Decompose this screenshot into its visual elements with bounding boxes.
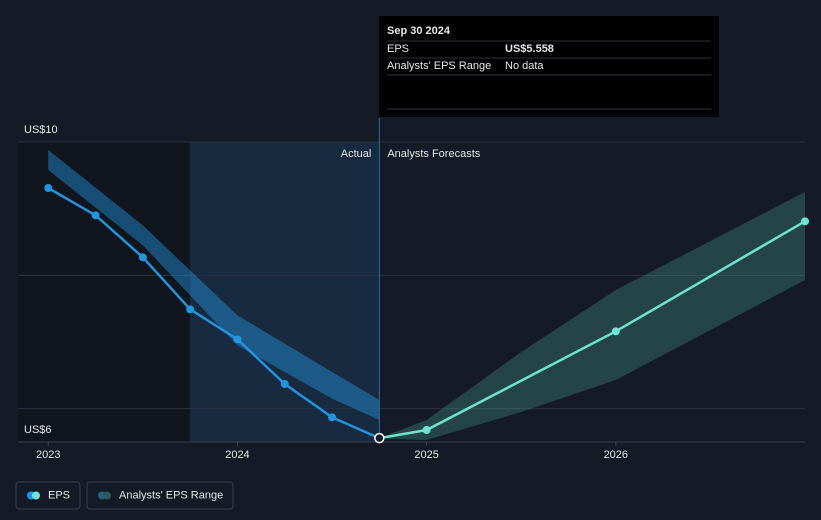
eps-point [328, 413, 337, 422]
tooltip-value: No data [505, 60, 544, 72]
eps-point [611, 327, 620, 336]
tooltip-label: EPS [387, 43, 409, 55]
legend-item[interactable]: Analysts' EPS Range [86, 481, 234, 510]
legend-dot [103, 491, 111, 500]
x-tick-label: 2024 [225, 449, 249, 461]
past-eps-band [48, 150, 380, 420]
tooltip-value: US$5.558 [505, 43, 554, 55]
eps-point [801, 217, 809, 226]
highlight-region [190, 142, 380, 442]
eps-forecast-line [379, 220, 806, 440]
legend-box[interactable] [15, 481, 81, 510]
eps-point [186, 305, 195, 314]
tooltip: Sep 30 2024 EPS US$5.558 Analysts' EPS Rang… [379, 16, 719, 117]
eps-point [422, 426, 431, 434]
legend-item[interactable]: EPS [15, 481, 81, 510]
actual-label: Actual [341, 148, 372, 160]
y-tick-label: US$10 [24, 124, 58, 136]
x-tick-label: 2023 [36, 449, 60, 461]
forecast-label: Analysts Forecasts [387, 148, 480, 160]
eps-actual-line [47, 186, 380, 440]
eps-range-band [379, 192, 805, 440]
x-tick-label: 2026 [604, 449, 628, 461]
legend-label: EPS [48, 489, 70, 501]
tooltip-label: Analysts' EPS Range [387, 60, 491, 72]
x-tick-label: 2025 [414, 449, 438, 461]
eps-point [91, 211, 100, 220]
legend-dot [32, 491, 40, 500]
past-shade [18, 142, 191, 442]
eps-point [233, 335, 242, 344]
tooltip-box [379, 16, 719, 117]
legend-label: Analysts' EPS Range [119, 489, 223, 501]
eps-point [374, 432, 385, 444]
eps-point [138, 253, 147, 262]
y-tick-label: US$6 [24, 424, 52, 436]
eps-point [44, 184, 53, 192]
tooltip-date: Sep 30 2024 [387, 25, 451, 37]
eps-point [280, 380, 289, 388]
legend-box[interactable] [86, 481, 234, 510]
